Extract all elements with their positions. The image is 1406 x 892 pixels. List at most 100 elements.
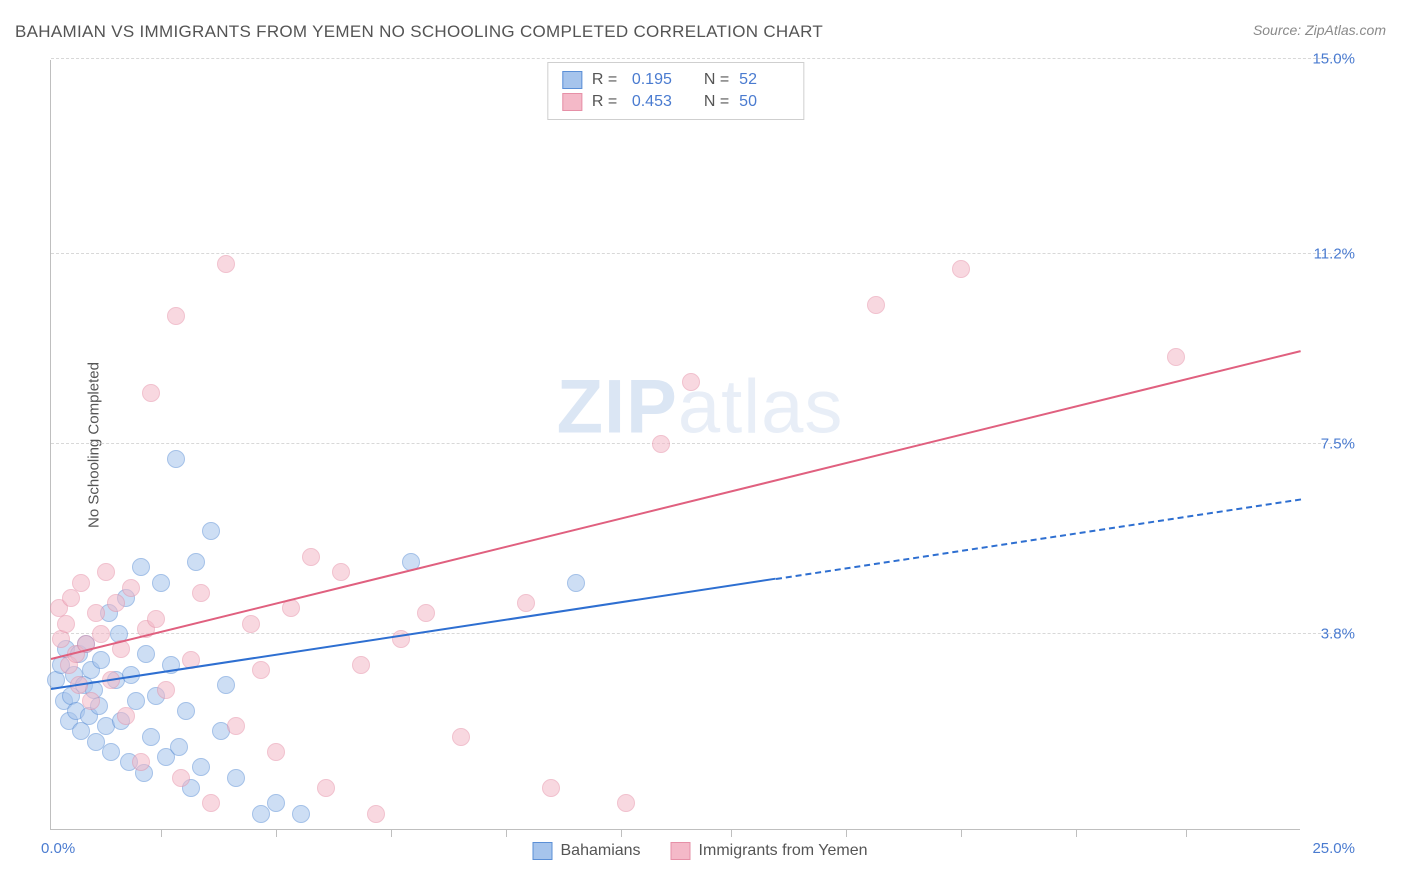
data-point-bahamians <box>167 450 185 468</box>
data-point-bahamians <box>292 805 310 823</box>
data-point-yemen <box>92 625 110 643</box>
chart-area: ZIPatlas R = 0.195 N = 52 R = 0.453 N = … <box>50 60 1350 830</box>
data-point-yemen <box>367 805 385 823</box>
data-point-bahamians <box>170 738 188 756</box>
data-point-yemen <box>172 769 190 787</box>
swatch-yemen-icon <box>671 842 691 860</box>
trend-line-yemen <box>51 350 1301 660</box>
legend-row-yemen: R = 0.453 N = 50 <box>562 91 789 113</box>
data-point-yemen <box>267 743 285 761</box>
data-point-bahamians <box>187 553 205 571</box>
n-label: N = <box>704 93 729 111</box>
data-point-yemen <box>117 707 135 725</box>
x-tick <box>276 829 277 837</box>
data-point-bahamians <box>142 728 160 746</box>
r-label: R = <box>592 93 622 111</box>
data-point-bahamians <box>217 676 235 694</box>
chart-title: BAHAMIAN VS IMMIGRANTS FROM YEMEN NO SCH… <box>15 22 823 42</box>
x-tick <box>506 829 507 837</box>
data-point-yemen <box>317 779 335 797</box>
n-label: N = <box>704 71 729 89</box>
data-point-yemen <box>52 630 70 648</box>
data-point-bahamians <box>192 758 210 776</box>
data-point-yemen <box>252 661 270 679</box>
data-point-yemen <box>242 615 260 633</box>
x-tick <box>391 829 392 837</box>
data-point-yemen <box>417 604 435 622</box>
y-axis-label: No Schooling Completed <box>85 362 102 528</box>
data-point-yemen <box>142 384 160 402</box>
n-value-yemen: 50 <box>739 93 789 111</box>
data-point-yemen <box>867 296 885 314</box>
data-point-yemen <box>952 260 970 278</box>
y-tick-label: 7.5% <box>1321 436 1355 453</box>
data-point-yemen <box>62 589 80 607</box>
y-tick-label: 11.2% <box>1314 246 1355 263</box>
data-point-yemen <box>652 435 670 453</box>
grid-line <box>51 58 1351 59</box>
x-tick <box>961 829 962 837</box>
data-point-yemen <box>1167 348 1185 366</box>
data-point-yemen <box>302 548 320 566</box>
data-point-yemen <box>97 563 115 581</box>
data-point-yemen <box>82 692 100 710</box>
data-point-yemen <box>122 579 140 597</box>
data-point-bahamians <box>92 651 110 669</box>
source-attribution: Source: ZipAtlas.com <box>1253 22 1386 38</box>
plot-region: R = 0.195 N = 52 R = 0.453 N = 50 No Sch… <box>50 60 1300 830</box>
data-point-bahamians <box>152 574 170 592</box>
data-point-bahamians <box>227 769 245 787</box>
data-point-yemen <box>542 779 560 797</box>
data-point-yemen <box>87 604 105 622</box>
data-point-yemen <box>352 656 370 674</box>
grid-line <box>51 253 1351 254</box>
x-origin-label: 0.0% <box>41 840 75 857</box>
trend-line-bahamians <box>51 578 776 690</box>
chart-container: BAHAMIAN VS IMMIGRANTS FROM YEMEN NO SCH… <box>0 0 1406 892</box>
r-label: R = <box>592 71 622 89</box>
data-point-bahamians <box>177 702 195 720</box>
swatch-bahamians-icon <box>533 842 553 860</box>
data-point-bahamians <box>567 574 585 592</box>
data-point-yemen <box>227 717 245 735</box>
swatch-yemen <box>562 93 582 111</box>
data-point-bahamians <box>102 743 120 761</box>
x-tick <box>621 829 622 837</box>
x-tick <box>1186 829 1187 837</box>
data-point-bahamians <box>132 558 150 576</box>
series-legend: Bahamians Immigrants from Yemen <box>533 842 868 860</box>
trend-line-bahamians-extrapolated <box>776 498 1301 580</box>
legend-label-bahamians: Bahamians <box>561 842 641 860</box>
data-point-yemen <box>72 574 90 592</box>
legend-label-yemen: Immigrants from Yemen <box>699 842 868 860</box>
data-point-yemen <box>682 373 700 391</box>
data-point-yemen <box>157 681 175 699</box>
data-point-yemen <box>332 563 350 581</box>
data-point-yemen <box>617 794 635 812</box>
y-tick-label: 15.0% <box>1312 51 1355 68</box>
r-value-bahamians: 0.195 <box>632 71 682 89</box>
data-point-yemen <box>202 794 220 812</box>
data-point-bahamians <box>137 645 155 663</box>
x-tick <box>161 829 162 837</box>
x-tick <box>1076 829 1077 837</box>
n-value-bahamians: 52 <box>739 71 789 89</box>
swatch-bahamians <box>562 71 582 89</box>
legend-row-bahamians: R = 0.195 N = 52 <box>562 69 789 91</box>
y-tick-label: 3.8% <box>1321 625 1355 642</box>
data-point-yemen <box>452 728 470 746</box>
data-point-yemen <box>217 255 235 273</box>
legend-item-yemen: Immigrants from Yemen <box>671 842 868 860</box>
legend-item-bahamians: Bahamians <box>533 842 641 860</box>
data-point-yemen <box>57 615 75 633</box>
grid-line <box>51 443 1351 444</box>
data-point-yemen <box>147 610 165 628</box>
data-point-yemen <box>517 594 535 612</box>
data-point-yemen <box>107 594 125 612</box>
data-point-bahamians <box>202 522 220 540</box>
x-tick <box>846 829 847 837</box>
data-point-yemen <box>192 584 210 602</box>
x-max-label: 25.0% <box>1312 840 1355 857</box>
data-point-yemen <box>167 307 185 325</box>
correlation-legend: R = 0.195 N = 52 R = 0.453 N = 50 <box>547 62 804 120</box>
